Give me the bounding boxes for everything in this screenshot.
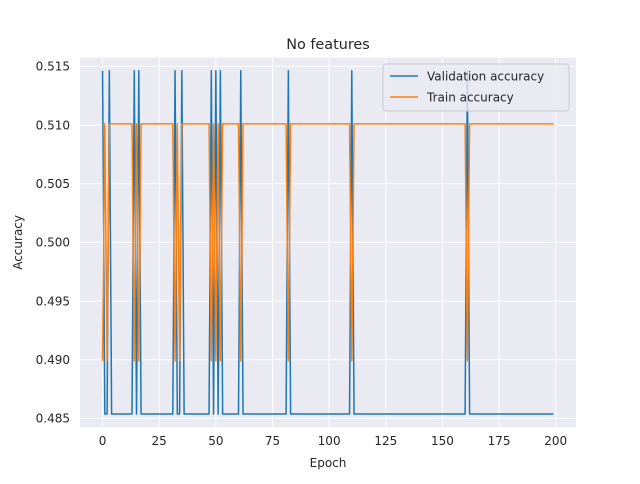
x-axis-label: Epoch [310,456,347,470]
legend-box [382,63,570,112]
y-tick-label: 0.495 [36,294,70,308]
legend: Validation accuracy Train accuracy [382,63,570,112]
chart-title: No features [286,37,370,53]
x-tick-label: 0 [99,434,107,448]
y-tick-label: 0.515 [36,60,70,74]
y-tick-label: 0.510 [36,118,70,132]
x-tick-label: 50 [208,434,223,448]
legend-label-train: Train accuracy [426,91,514,105]
y-tick-label: 0.485 [36,412,70,426]
x-tick-label: 75 [265,434,280,448]
x-axis-ticks: 0 25 50 75 100 125 150 175 200 [99,434,567,448]
x-tick-label: 175 [488,434,511,448]
y-tick-label: 0.505 [36,177,70,191]
y-tick-label: 0.500 [36,236,70,250]
x-tick-label: 25 [152,434,167,448]
x-tick-label: 125 [374,434,397,448]
y-axis-ticks: 0.485 0.490 0.495 0.500 0.505 0.510 0.515 [36,60,70,426]
x-tick-label: 100 [318,434,341,448]
y-tick-label: 0.490 [36,353,70,367]
series-line-1 [101,123,554,362]
series-lines [101,69,554,415]
legend-label-validation: Validation accuracy [427,70,544,84]
x-tick-label: 150 [431,434,454,448]
x-tick-label: 200 [544,434,567,448]
y-axis-label: Accuracy [11,215,25,270]
